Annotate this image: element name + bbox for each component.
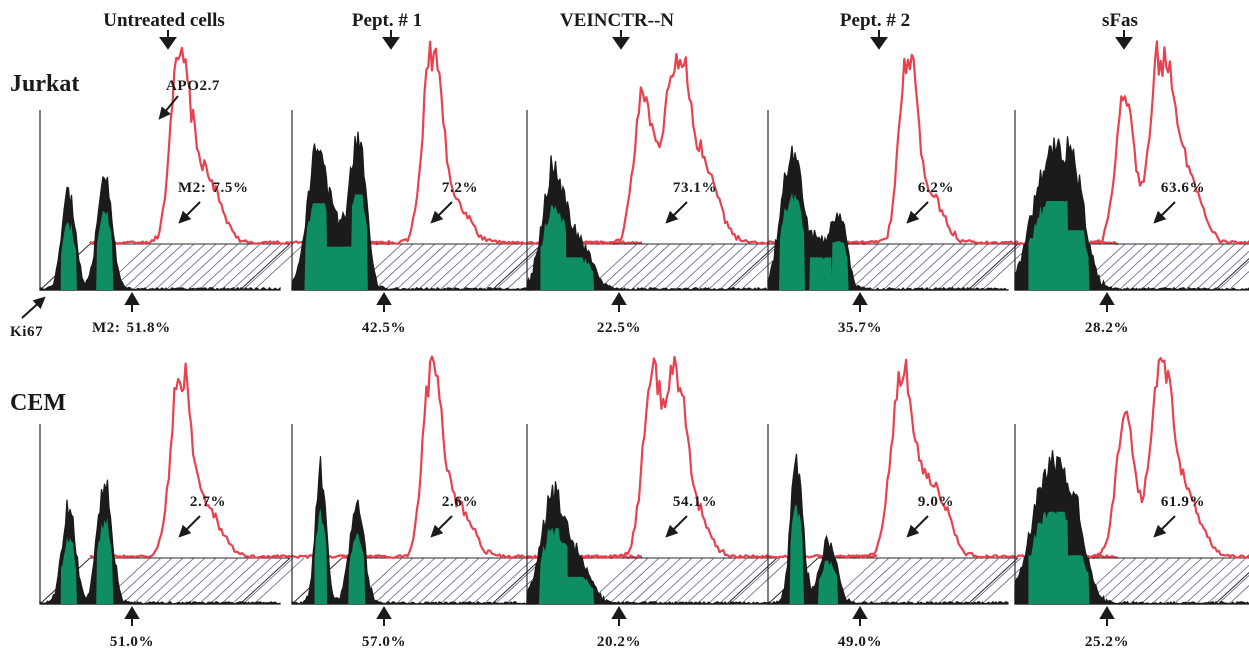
- apo27-histogram-trace: [576, 52, 878, 246]
- row-title: Jurkat: [10, 71, 79, 97]
- histogram-panel: 25.2% 61.9%: [1014, 357, 1249, 650]
- apo27-percentage: 6.2%: [918, 180, 954, 196]
- column-arrow-icon: [159, 30, 177, 50]
- histogram-panel: 42.5% 7.2%: [291, 40, 643, 336]
- apo27-percentage: M2: 7.5%: [178, 180, 249, 196]
- panel-floor: [1065, 557, 1249, 605]
- histogram-panel: 57.0% 2.6%: [291, 355, 643, 650]
- column-title: sFas: [1102, 10, 1138, 31]
- ki67-arrow-icon: [124, 606, 140, 626]
- apo27-arrow-icon: [178, 201, 201, 224]
- ki67-percentage: 51.0%: [110, 634, 154, 650]
- ki67-arrow-icon: [376, 606, 392, 626]
- apo27-histogram-trace: [89, 46, 391, 246]
- column-arrow-icon: [1115, 30, 1133, 50]
- column-headers: Untreated cells Pept. # 1 VEINCTR--N Pept. …: [103, 10, 1138, 50]
- panel-floor: [818, 557, 1033, 605]
- histogram-panel: 20.2% 54.1%: [526, 355, 878, 650]
- apo27-histogram-trace: [576, 355, 878, 559]
- ki67-label-arrow-icon: [21, 296, 46, 319]
- ki67-arrow-icon: [611, 292, 627, 312]
- apo27-arrow-icon: [665, 515, 688, 538]
- ki67-arrow-icon: [124, 292, 140, 312]
- column-title: Pept. # 1: [352, 10, 422, 31]
- ki67-percentage: 28.2%: [1085, 320, 1129, 336]
- ki67-m2-gate-fill: [304, 194, 368, 290]
- ki67-percentage: 22.5%: [597, 320, 641, 336]
- ki67-arrow-icon: [376, 292, 392, 312]
- ki67-m2-gate-fill: [314, 508, 366, 604]
- column-arrow-icon: [382, 30, 400, 50]
- histogram-panel: M2: 51.8% M2: 7.5% APO2.7 Ki67: [10, 46, 391, 340]
- apo27-histogram-trace: [342, 355, 643, 560]
- ki67-m2-gate-fill: [789, 504, 839, 604]
- apo27-percentage: 9.0%: [918, 494, 954, 510]
- ki67-arrow-icon: [852, 606, 868, 626]
- histogram-panels: M2: 51.8% M2: 7.5% APO2.7 Ki67 42.5% 7.2% 22.5% 7…: [10, 40, 1249, 650]
- ki67-m2-gate-fill: [60, 517, 114, 604]
- row-title: CEM: [10, 390, 66, 416]
- histogram-panel: 28.2% 63.6%: [1014, 40, 1249, 336]
- ki67-percentage: M2: 51.8%: [92, 320, 171, 336]
- ki67-percentage: 57.0%: [362, 634, 406, 650]
- apo27-arrow-icon: [178, 515, 201, 538]
- column-arrow-icon: [870, 30, 888, 50]
- apo27-histogram-trace: [341, 40, 643, 246]
- column-arrow-icon: [612, 30, 630, 50]
- apo27-histogram-trace: [1064, 357, 1249, 559]
- apo27-histogram-trace: [1064, 40, 1249, 246]
- panel-floor: [342, 557, 557, 605]
- apo27-arrow-icon: [906, 201, 929, 224]
- apo27-percentage: 2.7%: [190, 494, 226, 510]
- histogram-panel: 49.0% 9.0%: [767, 358, 1119, 650]
- column-title: VEINCTR--N: [560, 10, 674, 31]
- apo27-percentage: 54.1%: [673, 494, 717, 510]
- apo27-arrow-icon: [906, 515, 929, 538]
- apo27-percentage: 7.2%: [442, 180, 478, 196]
- ki67-histogram-trace: [526, 155, 768, 291]
- column-title: Untreated cells: [103, 10, 225, 31]
- ki67-percentage: 25.2%: [1085, 634, 1129, 650]
- apo27-arrow-icon: [430, 201, 453, 224]
- histogram-panel: 22.5% 73.1%: [526, 52, 878, 336]
- apo27-label-arrow-icon: [158, 95, 179, 120]
- panel-floor: [577, 557, 792, 605]
- apo27-histogram-trace: [89, 362, 391, 559]
- ki67-histogram-trace: [767, 145, 1009, 291]
- ki67-m2-gate-fill: [60, 210, 114, 290]
- apo27-arrow-icon: [430, 515, 453, 538]
- ki67-percentage: 42.5%: [362, 320, 406, 336]
- row-labels: Jurkat CEM: [10, 71, 79, 416]
- ki67-m2-gate-fill: [1028, 201, 1090, 290]
- ki67-series-label: Ki67: [10, 324, 43, 340]
- ki67-percentage: 35.7%: [838, 320, 882, 336]
- ki67-histogram-trace: [526, 481, 768, 605]
- apo27-series-label: APO2.7: [166, 78, 220, 94]
- apo27-percentage: 63.6%: [1161, 180, 1205, 196]
- apo27-percentage: 73.1%: [673, 180, 717, 196]
- ki67-histogram-trace: [291, 456, 533, 605]
- ki67-arrow-icon: [611, 606, 627, 626]
- panel-floor: [90, 557, 305, 605]
- ki67-m2-gate-fill: [539, 528, 595, 604]
- apo27-arrow-icon: [1153, 201, 1176, 224]
- ki67-m2-gate-fill: [779, 192, 849, 290]
- ki67-arrow-icon: [1099, 606, 1115, 626]
- ki67-m2-gate-fill: [540, 205, 595, 290]
- apo27-arrow-icon: [1153, 515, 1176, 538]
- ki67-arrow-icon: [852, 292, 868, 312]
- apo27-arrow-icon: [665, 201, 688, 224]
- ki67-arrow-icon: [1099, 292, 1115, 312]
- panel-floor: [577, 243, 792, 291]
- histogram-panel: 51.0% 2.7%: [39, 362, 391, 650]
- column-title: Pept. # 2: [840, 10, 910, 31]
- panel-floor: [1065, 243, 1249, 291]
- ki67-percentage: 49.0%: [838, 634, 882, 650]
- apo27-percentage: 2.6%: [442, 494, 478, 510]
- ki67-m2-gate-fill: [1028, 511, 1090, 604]
- ki67-percentage: 20.2%: [597, 634, 641, 650]
- apo27-percentage: 61.9%: [1161, 494, 1205, 510]
- panel-floor: [342, 243, 557, 291]
